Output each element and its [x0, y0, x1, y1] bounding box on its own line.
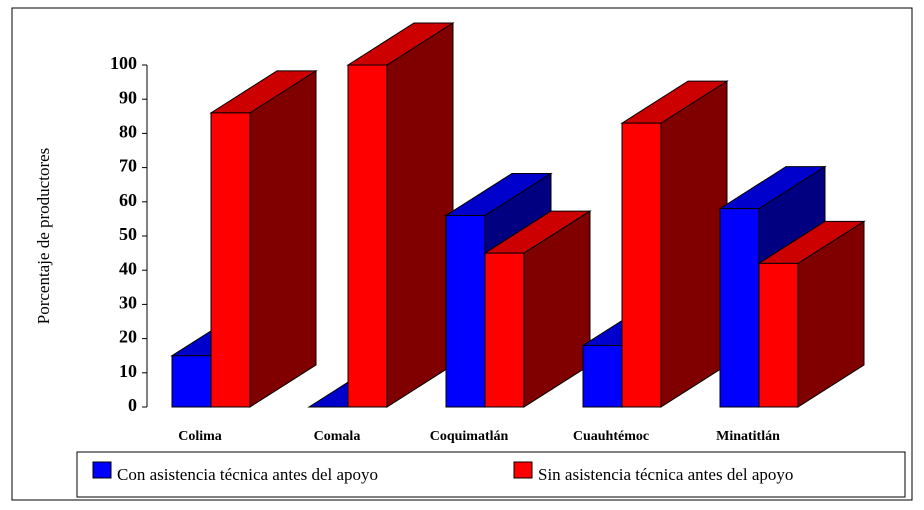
y-tick-label: 50 — [119, 224, 137, 244]
bar — [346, 22, 455, 408]
bar-side — [660, 80, 728, 408]
bar-front — [621, 122, 662, 408]
y-tick-label: 30 — [119, 293, 137, 313]
y-tick-label: 0 — [128, 395, 137, 415]
legend-label: Con asistencia técnica antes del apoyo — [117, 465, 378, 484]
x-tick-label: Minatitlán — [716, 429, 780, 444]
y-tick-label: 40 — [119, 258, 137, 278]
y-axis-label: Porcentaje de productores — [34, 148, 53, 325]
y-tick-label: 100 — [110, 53, 137, 73]
bar-front — [445, 214, 486, 408]
bar-side — [386, 22, 454, 408]
bar-side — [249, 69, 317, 408]
y-tick-label: 60 — [119, 190, 137, 210]
bar-front — [484, 252, 525, 408]
x-tick-label: Coquimatlán — [430, 429, 509, 444]
bar-front — [758, 262, 799, 408]
x-tick-label: Colima — [178, 429, 222, 444]
bar-front — [719, 208, 760, 408]
legend-swatch — [513, 461, 533, 479]
y-tick-label: 20 — [119, 327, 137, 347]
bar — [757, 220, 866, 408]
y-tick-label: 80 — [119, 122, 137, 142]
bar — [209, 69, 318, 408]
bar — [620, 80, 729, 408]
legend-box — [76, 451, 906, 498]
bar-front — [210, 112, 251, 408]
y-tick-label: 90 — [119, 87, 137, 107]
bar-front — [171, 355, 212, 408]
bar — [483, 210, 592, 408]
x-tick-label: Comala — [314, 429, 361, 444]
bar-front — [582, 344, 623, 408]
x-tick-label: Cuauhtémoc — [573, 429, 649, 444]
bar-front — [347, 64, 388, 408]
legend-label: Sin asistencia técnica antes del apoyo — [538, 465, 793, 484]
y-tick-label: 70 — [119, 156, 137, 176]
y-tick-label: 10 — [119, 361, 137, 381]
legend-swatch — [92, 461, 112, 479]
